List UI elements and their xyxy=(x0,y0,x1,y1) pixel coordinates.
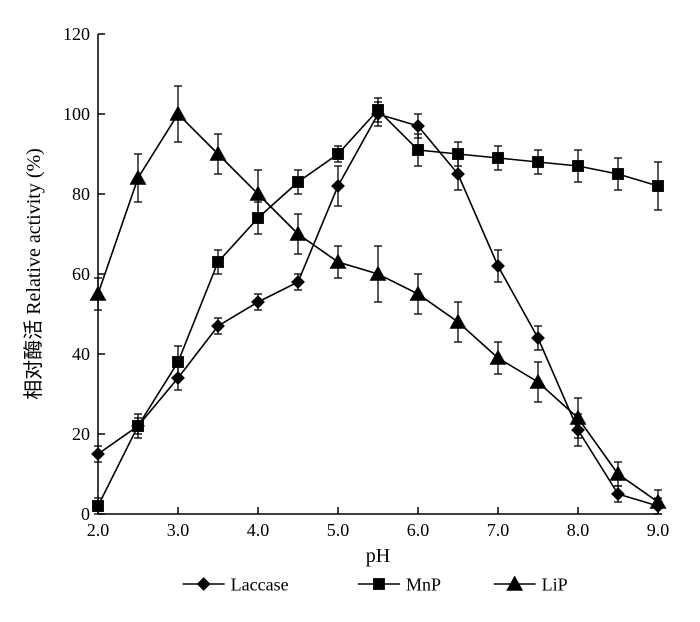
x-tick-label: 9.0 xyxy=(647,520,670,540)
y-tick-label: 60 xyxy=(72,264,90,284)
x-tick-label: 8.0 xyxy=(567,520,590,540)
legend-label: LiP xyxy=(542,574,568,594)
x-tick-label: 3.0 xyxy=(167,520,190,540)
y-tick-label: 120 xyxy=(63,24,90,44)
y-tick-label: 100 xyxy=(63,104,90,124)
x-tick-label: 4.0 xyxy=(247,520,270,540)
legend: Laccase MnP LiP xyxy=(183,574,568,594)
y-tick-label: 40 xyxy=(72,344,90,364)
x-tick-label: 6.0 xyxy=(407,520,430,540)
y-axis-label: 相对酶活 Relative activity (%) xyxy=(22,148,45,400)
legend-item: MnP xyxy=(358,574,441,594)
x-tick-label: 7.0 xyxy=(487,520,510,540)
x-axis-label: pH xyxy=(366,545,390,567)
y-tick-label: 80 xyxy=(72,184,90,204)
x-axis: 2.0 3.0 4.0 5.0 6.0 7.0 8.0 9.0 xyxy=(87,507,670,540)
legend-item: Laccase xyxy=(183,574,289,594)
legend-label: Laccase xyxy=(231,574,289,594)
legend-label: MnP xyxy=(406,574,441,594)
y-tick-label: 20 xyxy=(72,424,90,444)
x-tick-label: 2.0 xyxy=(87,520,110,540)
series-mnp xyxy=(92,98,664,514)
x-tick-label: 5.0 xyxy=(327,520,350,540)
activity-vs-ph-chart: 0204060801001202.03.04.05.06.07.08.09.0p… xyxy=(0,0,700,622)
legend-item: LiP xyxy=(494,574,568,594)
